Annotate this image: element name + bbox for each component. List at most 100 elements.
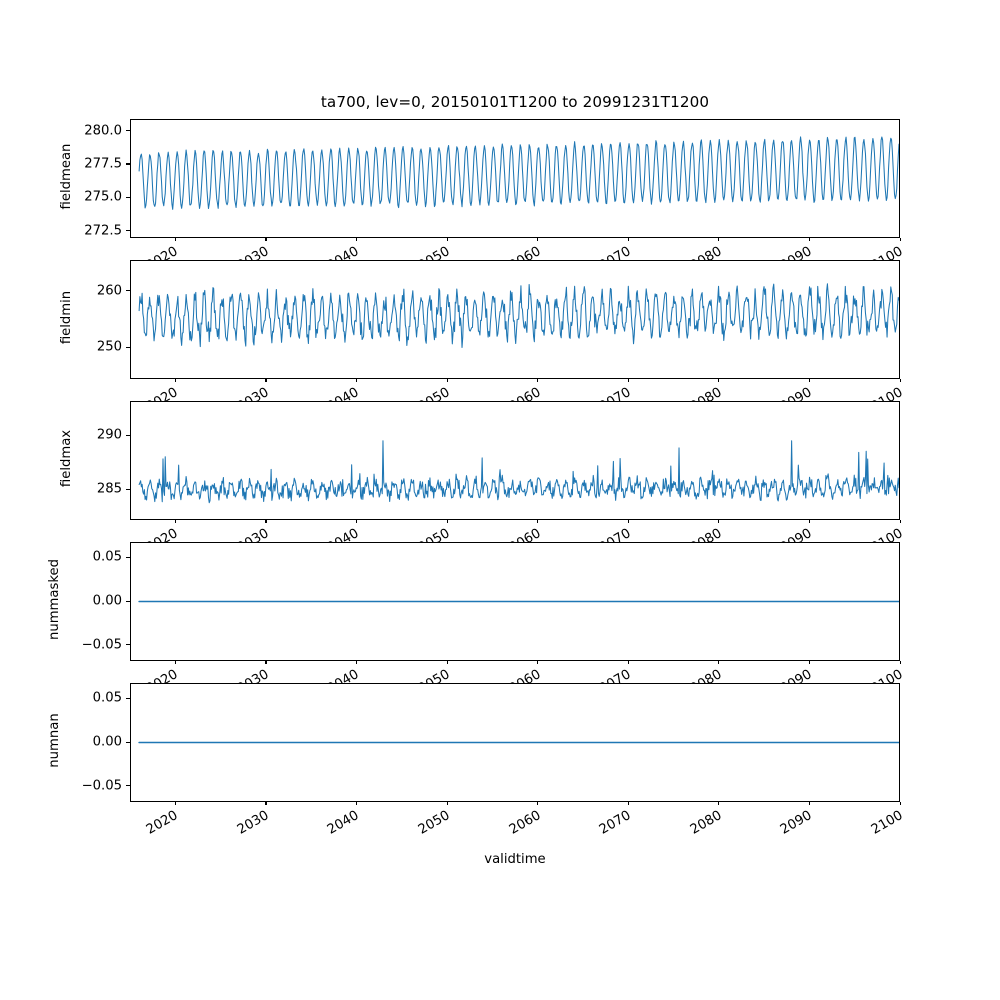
y-tick-mark-nummasked-2 [126, 556, 130, 558]
x-tick-mark-numnan-8 [899, 801, 901, 806]
x-tick-mark-fieldmean-6 [718, 237, 720, 242]
y-tick-label-numnan-2: 0.05 [92, 690, 122, 706]
y-axis-label-fieldmin: fieldmin [58, 290, 74, 345]
plot-area-fieldmean [131, 120, 899, 237]
x-tick-mark-numnan-2 [355, 801, 358, 806]
series-plot-nummasked [131, 543, 899, 660]
series-plot-fieldmin [131, 261, 899, 378]
y-axis-label-fieldmean: fieldmean [58, 143, 74, 210]
x-tick-label-numnan-4: 2060 [506, 807, 544, 838]
x-tick-mark-fieldmean-3 [446, 237, 448, 242]
x-tick-label-numnan-3: 2050 [415, 807, 453, 838]
x-tick-mark-fieldmax-8 [899, 519, 901, 524]
y-tick-label-fieldmean-2: 277.5 [84, 156, 122, 172]
x-tick-mark-numnan-3 [446, 801, 448, 806]
chart-title-text: ta700, lev=0, 20150101T1200 to 20991231T… [320, 93, 710, 111]
y-tick-mark-fieldmax-0 [126, 488, 130, 490]
y-tick-mark-numnan-1 [126, 741, 130, 743]
x-tick-mark-numnan-4 [537, 801, 539, 806]
y-tick-mark-fieldmax-1 [126, 434, 130, 436]
y-tick-mark-fieldmean-0 [126, 230, 130, 232]
y-axis-label-numnan: numnan [46, 713, 62, 768]
y-axis-label-nummasked: nummasked [46, 559, 62, 641]
x-tick-mark-fieldmax-7 [808, 519, 811, 524]
x-tick-mark-fieldmean-5 [627, 237, 629, 242]
x-tick-label-numnan-1: 2030 [234, 807, 272, 838]
series-plot-fieldmean [131, 120, 899, 237]
series-plot-numnan [131, 684, 899, 801]
plot-panel-fieldmean [130, 118, 900, 238]
x-tick-mark-numnan-1 [265, 801, 267, 806]
x-tick-mark-nummasked-4 [537, 660, 539, 665]
x-axis-label: validtime [484, 851, 546, 867]
y-tick-mark-nummasked-1 [126, 600, 130, 602]
x-tick-mark-fieldmean-0 [174, 237, 176, 242]
x-tick-mark-fieldmean-4 [537, 237, 539, 242]
x-tick-label-numnan-6: 2080 [687, 807, 725, 838]
series-plot-fieldmax [131, 402, 899, 519]
x-tick-mark-fieldmin-7 [808, 378, 811, 383]
y-tick-label-fieldmin-0: 250 [96, 339, 122, 355]
x-tick-mark-fieldmax-3 [446, 519, 448, 524]
y-tick-label-fieldmax-1: 290 [96, 427, 122, 443]
y-tick-label-fieldmax-0: 285 [96, 481, 122, 497]
y-tick-label-fieldmean-0: 272.5 [84, 223, 122, 239]
x-tick-mark-numnan-0 [174, 801, 176, 806]
y-tick-mark-fieldmin-0 [126, 346, 130, 348]
x-tick-mark-fieldmin-5 [627, 378, 629, 383]
x-tick-mark-nummasked-1 [265, 660, 267, 665]
x-tick-mark-fieldmax-0 [174, 519, 176, 524]
x-tick-mark-numnan-5 [627, 801, 629, 806]
y-tick-mark-numnan-2 [126, 697, 130, 699]
y-tick-label-nummasked-2: 0.05 [92, 549, 122, 565]
x-tick-mark-fieldmax-1 [265, 519, 267, 524]
x-tick-mark-fieldmean-8 [899, 237, 901, 242]
x-tick-label-numnan-5: 2070 [597, 807, 634, 838]
y-tick-mark-numnan-0 [126, 785, 130, 787]
x-tick-mark-nummasked-3 [446, 660, 448, 665]
x-tick-mark-fieldmin-6 [718, 378, 720, 383]
y-tick-mark-fieldmean-2 [126, 163, 130, 165]
y-tick-label-numnan-0: −0.05 [81, 778, 122, 794]
x-tick-mark-numnan-6 [718, 801, 720, 806]
plot-area-nummasked [131, 543, 899, 660]
x-tick-mark-nummasked-5 [627, 660, 629, 665]
x-tick-mark-nummasked-0 [174, 660, 176, 665]
x-tick-mark-fieldmin-1 [265, 378, 267, 383]
x-tick-label-numnan-2: 2040 [325, 807, 362, 838]
x-tick-mark-fieldmin-3 [446, 378, 448, 383]
plot-panel-fieldmax [130, 400, 900, 520]
plot-area-numnan [131, 684, 899, 801]
x-tick-mark-fieldmean-1 [265, 237, 267, 242]
y-tick-mark-fieldmean-3 [126, 130, 130, 132]
y-tick-mark-fieldmin-1 [126, 290, 130, 292]
x-tick-mark-nummasked-7 [808, 660, 811, 665]
y-tick-label-nummasked-1: 0.00 [92, 593, 122, 609]
y-tick-label-fieldmin-1: 260 [96, 283, 122, 299]
x-tick-label-numnan-8: 2100 [868, 807, 906, 838]
y-tick-label-fieldmean-3: 280.0 [84, 123, 122, 139]
plot-panel-nummasked [130, 541, 900, 661]
chart-title: ta700, lev=0, 20150101T1200 to 20991231T… [0, 93, 1000, 111]
x-tick-mark-fieldmin-0 [174, 378, 176, 383]
plot-area-fieldmax [131, 402, 899, 519]
x-tick-mark-fieldmean-2 [355, 237, 358, 242]
x-tick-mark-fieldmin-4 [537, 378, 539, 383]
x-tick-mark-nummasked-8 [899, 660, 901, 665]
x-tick-mark-fieldmax-2 [355, 519, 358, 524]
plot-area-fieldmin [131, 261, 899, 378]
x-tick-mark-fieldmin-2 [355, 378, 358, 383]
x-tick-mark-fieldmax-6 [718, 519, 720, 524]
y-tick-label-numnan-1: 0.00 [92, 734, 122, 750]
x-tick-label-numnan-7: 2090 [778, 807, 815, 838]
y-tick-mark-nummasked-0 [126, 644, 130, 646]
y-tick-label-fieldmean-1: 275.0 [84, 189, 122, 205]
x-tick-mark-fieldmax-5 [627, 519, 629, 524]
y-tick-label-nummasked-0: −0.05 [81, 637, 122, 653]
y-axis-label-fieldmax: fieldmax [58, 429, 74, 488]
plot-panel-fieldmin [130, 259, 900, 379]
x-tick-mark-nummasked-6 [718, 660, 720, 665]
x-tick-label-numnan-0: 2020 [144, 807, 181, 838]
x-tick-mark-nummasked-2 [355, 660, 358, 665]
